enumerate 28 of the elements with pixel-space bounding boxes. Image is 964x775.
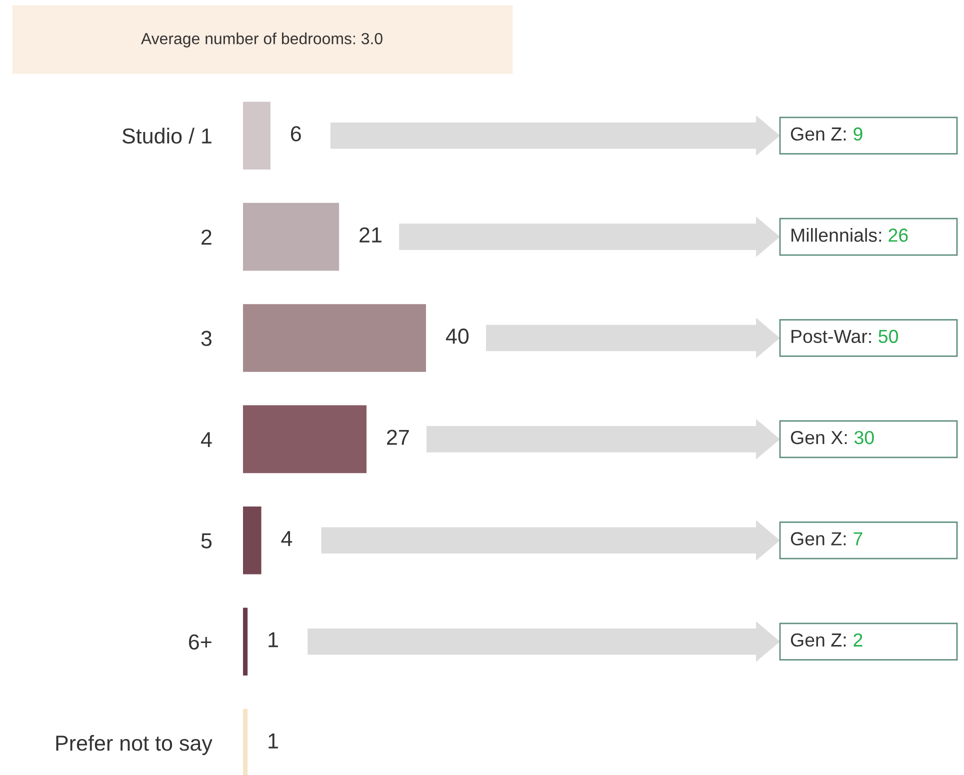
y-tick-label: Prefer not to say	[56, 735, 212, 756]
data-label: 1	[268, 734, 278, 748]
bar	[243, 202, 340, 271]
text: Gen Z: 2	[790, 633, 862, 647]
text: Gen X: 30	[790, 430, 874, 444]
text: Post-War: 50	[792, 330, 898, 344]
bar	[243, 708, 248, 775]
text: Average number of bedrooms: 3.0	[140, 32, 382, 48]
y-tick-label: 4	[200, 432, 212, 447]
bar	[243, 405, 367, 474]
bar	[243, 102, 270, 170]
data-label: 4	[281, 531, 292, 546]
y-tick-label: 3	[201, 330, 212, 346]
data-label: 21	[360, 227, 382, 242]
bar	[243, 304, 426, 372]
text: Gen Z: 7	[790, 532, 862, 546]
y-tick-label: Studio / 1	[122, 128, 212, 144]
bar	[243, 506, 262, 574]
data-label: 40	[446, 328, 469, 344]
data-label: 1	[268, 632, 278, 648]
y-tick-label: 2	[202, 230, 212, 245]
y-tick-label: 5	[201, 533, 212, 548]
text: Gen Z: 9	[790, 127, 862, 141]
text: Millennials: 26	[792, 228, 908, 242]
bar	[243, 608, 248, 676]
data-label: 27	[387, 430, 409, 445]
data-label: 6	[290, 126, 301, 142]
y-tick-label: 6+	[188, 634, 212, 650]
